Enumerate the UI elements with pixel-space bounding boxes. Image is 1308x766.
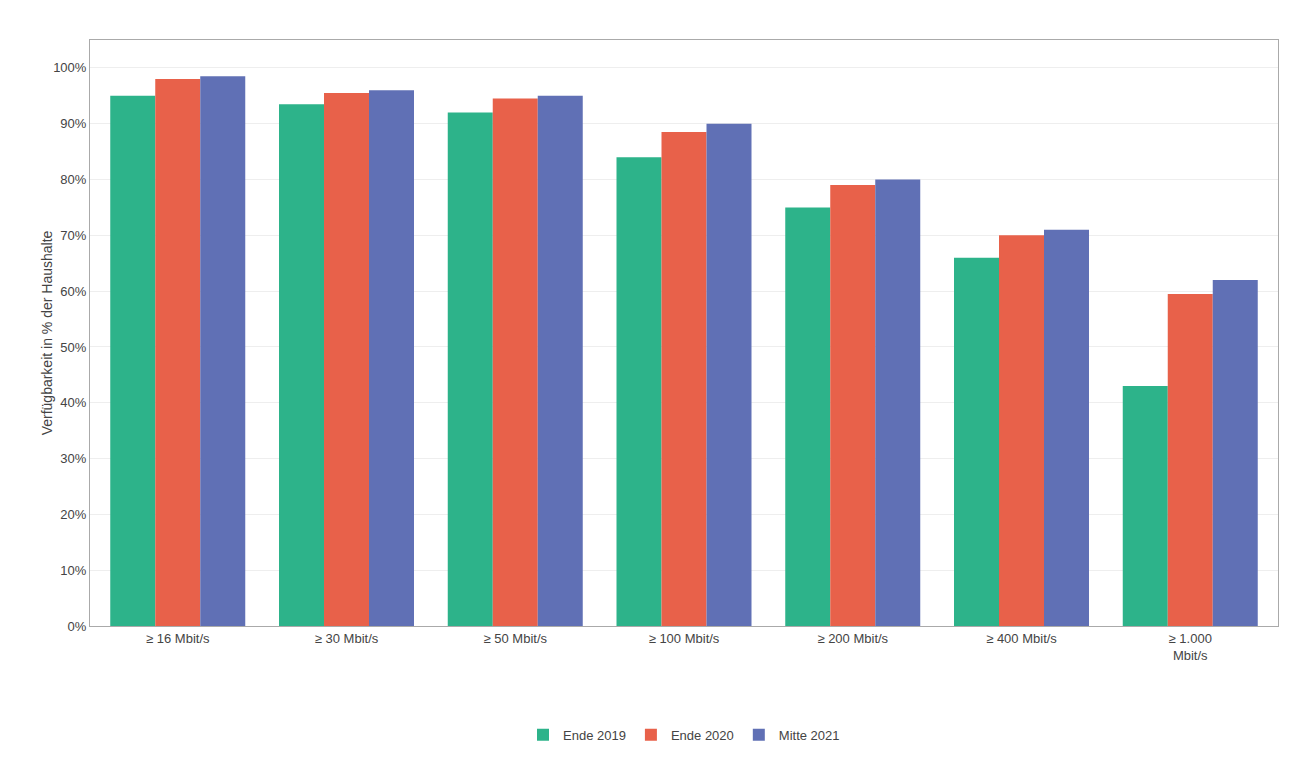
svg-text:≥ 50 Mbit/s: ≥ 50 Mbit/s xyxy=(484,631,548,646)
svg-text:20%: 20% xyxy=(60,507,86,522)
svg-text:70%: 70% xyxy=(60,228,86,243)
svg-text:≥ 400 Mbit/s: ≥ 400 Mbit/s xyxy=(986,631,1057,646)
svg-text:Mitte 2021: Mitte 2021 xyxy=(779,728,840,743)
svg-text:0%: 0% xyxy=(68,619,87,634)
svg-text:100%: 100% xyxy=(53,60,87,75)
svg-text:Ende 2020: Ende 2020 xyxy=(671,728,734,743)
svg-text:≥ 16 Mbit/s: ≥ 16 Mbit/s xyxy=(146,631,210,646)
svg-text:≥ 30 Mbit/s: ≥ 30 Mbit/s xyxy=(315,631,379,646)
svg-text:10%: 10% xyxy=(60,563,86,578)
svg-text:80%: 80% xyxy=(60,172,86,187)
svg-text:40%: 40% xyxy=(60,395,86,410)
svg-text:≥ 100 Mbit/s: ≥ 100 Mbit/s xyxy=(649,631,720,646)
svg-text:Ende 2019: Ende 2019 xyxy=(563,728,626,743)
svg-text:Verfügbarkeit in % der Haushal: Verfügbarkeit in % der Haushalte xyxy=(39,230,55,435)
svg-text:50%: 50% xyxy=(60,340,86,355)
svg-text:≥ 200 Mbit/s: ≥ 200 Mbit/s xyxy=(817,631,888,646)
svg-text:90%: 90% xyxy=(60,116,86,131)
svg-text:60%: 60% xyxy=(60,284,86,299)
svg-text:30%: 30% xyxy=(60,451,86,466)
svg-text:≥ 1.000Mbit/s: ≥ 1.000Mbit/s xyxy=(1169,631,1212,663)
